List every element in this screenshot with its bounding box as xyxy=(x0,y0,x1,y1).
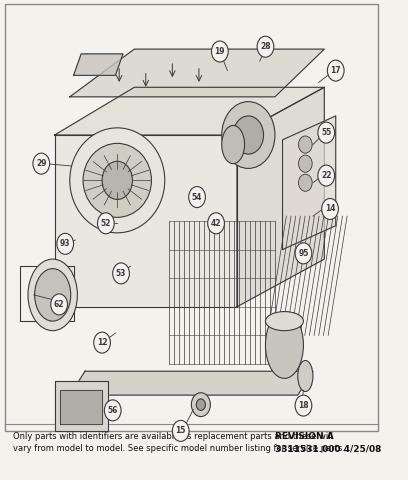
Circle shape xyxy=(295,395,312,416)
Text: 95: 95 xyxy=(298,249,308,258)
Ellipse shape xyxy=(298,360,313,392)
Circle shape xyxy=(222,102,275,168)
Polygon shape xyxy=(60,390,102,424)
Polygon shape xyxy=(70,371,313,395)
Ellipse shape xyxy=(83,144,151,217)
Circle shape xyxy=(257,36,274,57)
Text: REVISION A
3311531.000 4/25/08: REVISION A 3311531.000 4/25/08 xyxy=(275,432,381,453)
Circle shape xyxy=(51,294,67,315)
Circle shape xyxy=(299,174,312,192)
Circle shape xyxy=(104,400,121,421)
Circle shape xyxy=(191,393,211,417)
Text: Only parts with identifiers are available as replacement parts and these will
va: Only parts with identifiers are availabl… xyxy=(13,432,345,453)
Circle shape xyxy=(211,41,228,62)
Ellipse shape xyxy=(222,125,244,164)
Polygon shape xyxy=(283,116,336,250)
Polygon shape xyxy=(55,87,324,135)
Circle shape xyxy=(94,332,111,353)
Ellipse shape xyxy=(266,312,304,378)
Text: 42: 42 xyxy=(211,219,221,228)
Text: 14: 14 xyxy=(325,204,335,214)
Text: 17: 17 xyxy=(330,66,341,75)
Circle shape xyxy=(318,165,335,186)
Text: 52: 52 xyxy=(101,219,111,228)
Circle shape xyxy=(208,213,224,234)
Text: 12: 12 xyxy=(97,338,107,347)
Circle shape xyxy=(172,420,189,442)
Text: 22: 22 xyxy=(321,171,331,180)
Text: 62: 62 xyxy=(54,300,64,309)
Circle shape xyxy=(113,263,129,284)
Text: 93: 93 xyxy=(60,240,71,248)
Ellipse shape xyxy=(35,269,71,321)
Polygon shape xyxy=(55,135,237,307)
Circle shape xyxy=(188,187,205,207)
Circle shape xyxy=(299,136,312,153)
Text: 54: 54 xyxy=(192,192,202,202)
Circle shape xyxy=(102,161,133,199)
Text: 19: 19 xyxy=(215,47,225,56)
Circle shape xyxy=(327,60,344,81)
Polygon shape xyxy=(70,49,324,97)
Text: 55: 55 xyxy=(321,128,331,137)
Circle shape xyxy=(318,122,335,143)
Text: 18: 18 xyxy=(298,401,309,410)
Circle shape xyxy=(299,155,312,172)
Bar xyxy=(5,4,377,431)
Circle shape xyxy=(98,213,114,234)
Polygon shape xyxy=(237,87,324,307)
Text: 15: 15 xyxy=(175,426,186,435)
Ellipse shape xyxy=(28,259,78,331)
Text: 53: 53 xyxy=(116,269,126,278)
Text: 28: 28 xyxy=(260,42,271,51)
Text: 29: 29 xyxy=(36,159,47,168)
Polygon shape xyxy=(73,54,123,75)
Ellipse shape xyxy=(70,128,165,233)
Text: 56: 56 xyxy=(108,406,118,415)
Circle shape xyxy=(322,199,338,219)
Polygon shape xyxy=(55,381,108,431)
Circle shape xyxy=(233,116,264,154)
Circle shape xyxy=(57,233,73,254)
Ellipse shape xyxy=(266,312,304,331)
Circle shape xyxy=(33,153,50,174)
Circle shape xyxy=(295,243,312,264)
Circle shape xyxy=(196,399,205,410)
